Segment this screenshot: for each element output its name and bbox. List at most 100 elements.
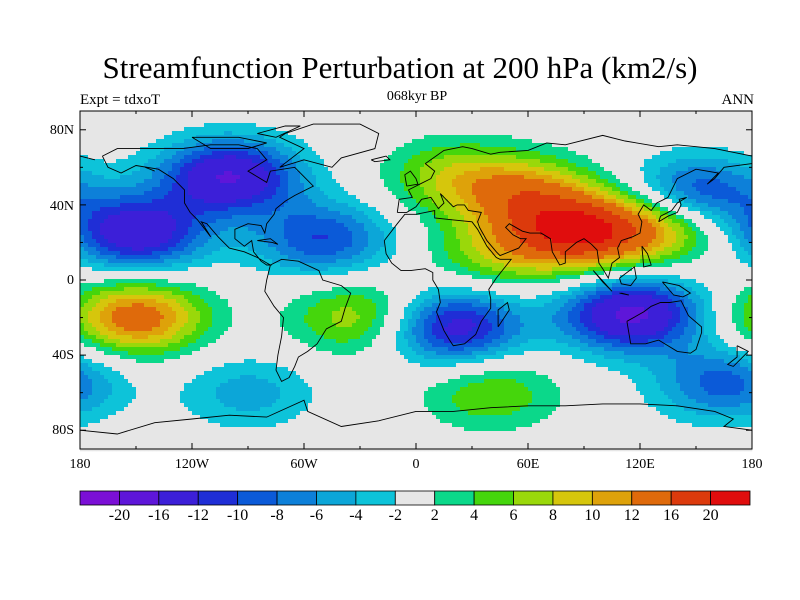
contour-cell: [312, 187, 317, 192]
contour-cell: [704, 155, 709, 160]
contour-cell: [168, 223, 173, 228]
contour-cell: [128, 131, 133, 136]
contour-cell: [420, 115, 425, 120]
contour-cell: [748, 187, 753, 192]
contour-cell: [128, 227, 133, 232]
contour-cell: [160, 127, 165, 132]
contour-cell: [612, 163, 617, 168]
contour-cell: [224, 175, 229, 180]
contour-cell: [416, 179, 421, 184]
contour-cell: [108, 207, 113, 212]
contour-cell: [456, 175, 461, 180]
contour-cell: [364, 183, 369, 188]
contour-cell: [96, 183, 101, 188]
contour-cell: [432, 151, 437, 156]
contour-cell: [664, 131, 669, 136]
contour-cell: [420, 215, 425, 220]
contour-cell: [404, 163, 409, 168]
contour-cell: [676, 191, 681, 196]
contour-cell: [600, 175, 605, 180]
contour-cell: [744, 155, 749, 160]
contour-cell: [376, 227, 381, 232]
contour-cell: [220, 115, 225, 120]
contour-cell: [284, 155, 289, 160]
contour-cell: [604, 115, 609, 120]
contour-cell: [528, 119, 533, 124]
contour-cell: [484, 163, 489, 168]
contour-cell: [320, 171, 325, 176]
contour-cell: [296, 219, 301, 224]
contour-cell: [80, 131, 85, 136]
contour-cell: [516, 163, 521, 168]
contour-cell: [184, 147, 189, 152]
contour-cell: [664, 179, 669, 184]
contour-cell: [480, 123, 485, 128]
contour-cell: [132, 123, 137, 128]
contour-cell: [664, 139, 669, 144]
contour-cell: [432, 163, 437, 168]
contour-cell: [160, 191, 165, 196]
contour-cell: [136, 127, 141, 132]
contour-cell: [444, 127, 449, 132]
contour-cell: [436, 175, 441, 180]
contour-cell: [264, 123, 269, 128]
contour-cell: [80, 123, 85, 128]
contour-cell: [660, 135, 665, 140]
contour-cell: [304, 139, 309, 144]
contour-cell: [512, 155, 517, 160]
contour-cell: [80, 115, 85, 120]
contour-cell: [104, 127, 109, 132]
contour-cell: [548, 159, 553, 164]
contour-cell: [140, 179, 145, 184]
contour-cell: [332, 175, 337, 180]
contour-cell: [452, 183, 457, 188]
contour-cell: [92, 135, 97, 140]
contour-cell: [396, 163, 401, 168]
contour-cell: [244, 195, 249, 200]
contour-cell: [164, 159, 169, 164]
contour-cell: [168, 227, 173, 232]
contour-cell: [340, 219, 345, 224]
contour-cell: [644, 171, 649, 176]
contour-cell: [696, 171, 701, 176]
contour-cell: [716, 139, 721, 144]
contour-cell: [388, 115, 393, 120]
contour-cell: [304, 191, 309, 196]
contour-cell: [556, 143, 561, 148]
contour-cell: [228, 211, 233, 216]
contour-cell: [716, 131, 721, 136]
contour-cell: [504, 115, 509, 120]
contour-cell: [716, 199, 721, 204]
contour-cell: [388, 143, 393, 148]
contour-cell: [728, 171, 733, 176]
contour-cell: [496, 187, 501, 192]
contour-cell: [552, 115, 557, 120]
contour-cell: [512, 223, 517, 228]
contour-cell: [524, 115, 529, 120]
contour-cell: [588, 223, 593, 228]
contour-cell: [292, 187, 297, 192]
contour-cell: [672, 179, 677, 184]
contour-cell: [492, 159, 497, 164]
contour-cell: [308, 135, 313, 140]
contour-cell: [580, 123, 585, 128]
contour-cell: [384, 195, 389, 200]
contour-cell: [264, 159, 269, 164]
contour-cell: [316, 215, 321, 220]
contour-cell: [92, 179, 97, 184]
contour-cell: [216, 227, 221, 232]
contour-cell: [140, 131, 145, 136]
contour-cell: [672, 111, 677, 116]
contour-cell: [100, 139, 105, 144]
contour-cell: [512, 119, 517, 124]
contour-cell: [268, 123, 273, 128]
contour-cell: [288, 179, 293, 184]
contour-cell: [520, 131, 525, 136]
contour-cell: [716, 191, 721, 196]
contour-cell: [412, 131, 417, 136]
contour-cell: [148, 183, 153, 188]
contour-cell: [728, 179, 733, 184]
contour-cell: [192, 211, 197, 216]
contour-cell: [576, 123, 581, 128]
contour-cell: [668, 187, 673, 192]
